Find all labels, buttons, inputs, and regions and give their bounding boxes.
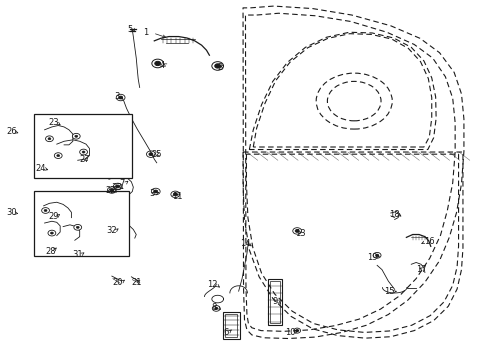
Text: 6: 6 <box>223 328 228 337</box>
Circle shape <box>110 189 114 192</box>
Text: 30: 30 <box>6 208 17 217</box>
Text: 11: 11 <box>172 192 182 201</box>
Text: 3: 3 <box>114 92 119 101</box>
Text: 16: 16 <box>424 237 434 246</box>
Circle shape <box>54 153 62 158</box>
Text: 5: 5 <box>127 25 132 34</box>
Circle shape <box>214 307 217 310</box>
Circle shape <box>50 232 53 234</box>
Circle shape <box>295 229 299 232</box>
Circle shape <box>45 136 53 141</box>
Circle shape <box>48 138 51 140</box>
Circle shape <box>295 329 298 332</box>
Circle shape <box>72 134 80 139</box>
Text: 33: 33 <box>111 183 122 192</box>
Text: 26: 26 <box>6 127 17 136</box>
Text: 21: 21 <box>131 278 141 287</box>
Circle shape <box>116 185 120 188</box>
Text: 1: 1 <box>143 28 148 37</box>
Text: 27: 27 <box>79 155 90 164</box>
Circle shape <box>155 61 160 66</box>
Circle shape <box>74 225 81 230</box>
Bar <box>269 281 279 323</box>
Text: 13: 13 <box>295 229 305 238</box>
Text: 24: 24 <box>35 164 46 173</box>
Text: 23: 23 <box>48 118 59 127</box>
Text: 32: 32 <box>106 226 117 235</box>
Text: 10: 10 <box>285 328 295 337</box>
Bar <box>34 192 129 256</box>
Text: 12: 12 <box>207 280 218 289</box>
Text: 3: 3 <box>149 189 154 198</box>
Bar <box>222 312 239 338</box>
Text: 22: 22 <box>105 185 116 194</box>
Circle shape <box>75 135 78 137</box>
Circle shape <box>41 208 49 213</box>
Text: 4: 4 <box>160 61 165 70</box>
Bar <box>224 314 237 337</box>
Text: 28: 28 <box>45 247 56 256</box>
Text: 29: 29 <box>48 212 59 221</box>
Circle shape <box>154 190 158 193</box>
Text: 25: 25 <box>151 150 162 159</box>
Circle shape <box>82 151 85 153</box>
Text: 18: 18 <box>388 210 399 219</box>
Text: 15: 15 <box>384 287 394 296</box>
Circle shape <box>57 154 60 157</box>
Circle shape <box>119 96 122 99</box>
Text: 8: 8 <box>211 303 217 312</box>
Circle shape <box>149 153 153 156</box>
Circle shape <box>48 230 56 236</box>
Circle shape <box>214 64 220 68</box>
Text: 20: 20 <box>112 278 122 287</box>
Circle shape <box>44 210 47 212</box>
Text: 19: 19 <box>366 253 377 262</box>
Text: 9: 9 <box>271 297 277 306</box>
Text: 2: 2 <box>217 63 223 72</box>
Circle shape <box>173 193 177 196</box>
Text: 17: 17 <box>415 265 426 274</box>
Circle shape <box>80 149 87 155</box>
Text: 31: 31 <box>72 250 83 259</box>
Circle shape <box>76 226 79 228</box>
Bar <box>34 114 132 178</box>
Bar <box>267 279 281 325</box>
Text: 14: 14 <box>240 239 250 248</box>
Text: 7: 7 <box>119 179 124 188</box>
Circle shape <box>375 254 378 256</box>
